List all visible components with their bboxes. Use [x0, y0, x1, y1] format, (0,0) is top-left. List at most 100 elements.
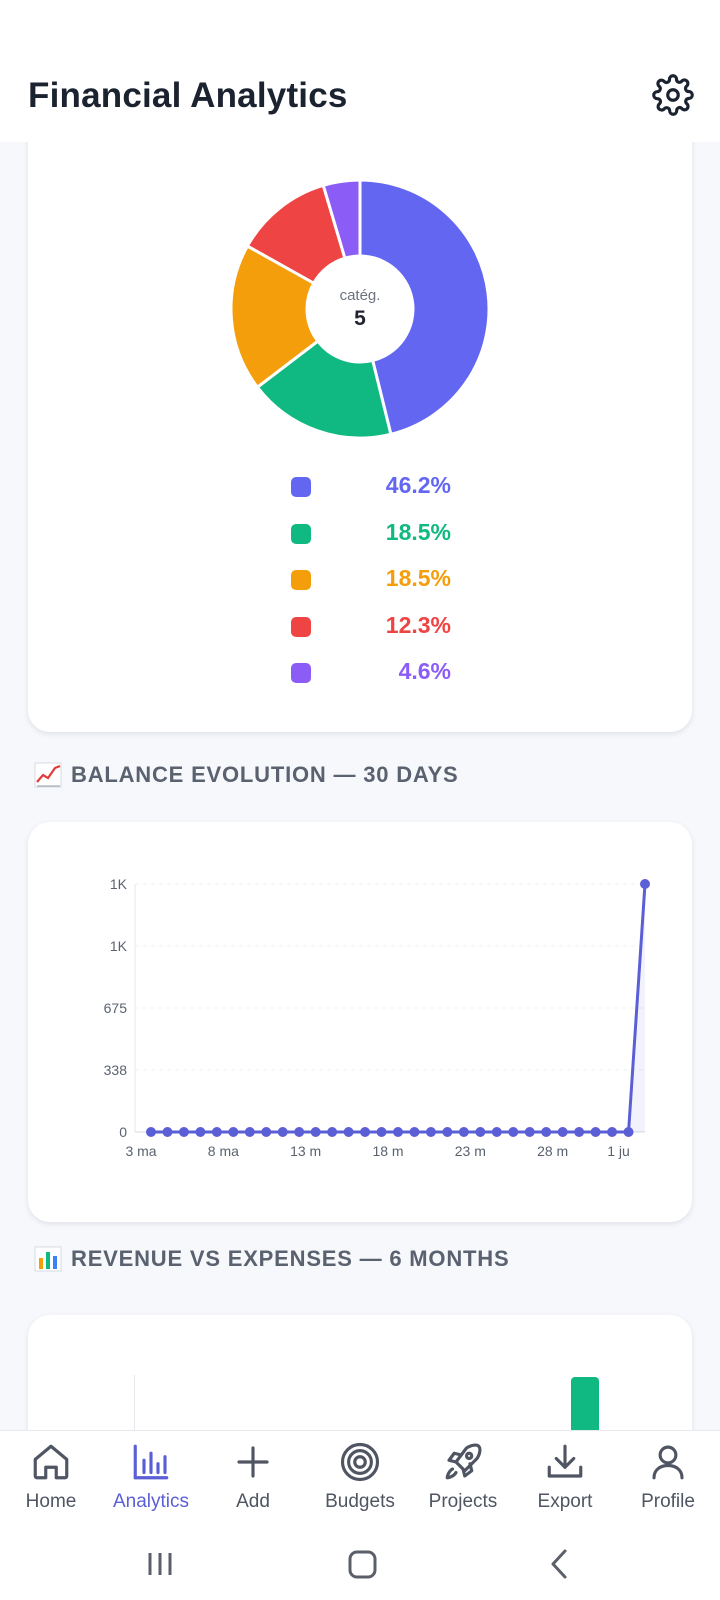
- data-point[interactable]: [195, 1127, 206, 1137]
- content-scroll[interactable]: catég. 5 46.2% 18.5% 18.5% 12.3%: [0, 142, 720, 1430]
- recents-icon: [148, 1553, 172, 1575]
- donut-slice[interactable]: [358, 178, 491, 437]
- data-point[interactable]: [244, 1127, 255, 1137]
- nav-add[interactable]: Add: [202, 1431, 304, 1531]
- data-point[interactable]: [508, 1127, 519, 1137]
- plus-icon: [237, 1446, 269, 1478]
- rocket-icon: [445, 1443, 482, 1480]
- user-icon: [652, 1445, 684, 1480]
- data-point[interactable]: [310, 1127, 321, 1137]
- balance-line-chart: 1K 1K 675 338 0 3 ma 8 ma 13 m 18 m 23 m 28 m 1 ju: [104, 876, 650, 1159]
- home-button[interactable]: [333, 1531, 393, 1600]
- nav-label: Budgets: [325, 1491, 395, 1512]
- data-point[interactable]: [541, 1127, 552, 1137]
- legend-value: 18.5%: [385, 518, 451, 545]
- data-point[interactable]: [425, 1127, 436, 1137]
- legend-value: 12.3%: [385, 611, 451, 638]
- donut-slice[interactable]: [229, 243, 320, 390]
- data-point[interactable]: [360, 1127, 371, 1137]
- revenue-bar: [571, 1377, 599, 1430]
- legend-value: 4.6%: [398, 658, 451, 684]
- data-point[interactable]: [277, 1127, 288, 1137]
- donut-legend: 46.2% 18.5% 18.5% 12.3% 4.6%: [291, 470, 491, 703]
- data-point[interactable]: [607, 1127, 618, 1137]
- x-tick-label: 8 ma: [208, 1143, 239, 1159]
- data-point[interactable]: [475, 1127, 486, 1137]
- y-tick-label: 338: [104, 1062, 128, 1078]
- data-point[interactable]: [442, 1127, 453, 1137]
- legend-item: 4.6%: [291, 656, 491, 703]
- legend-swatch: [291, 523, 311, 544]
- data-point[interactable]: [458, 1127, 469, 1137]
- data-point[interactable]: [574, 1127, 585, 1137]
- gear-icon[interactable]: [652, 74, 694, 116]
- legend-swatch: [291, 616, 311, 637]
- home-icon: [33, 1444, 69, 1480]
- revenue-section-title: REVENUE VS EXPENSES — 6 MONTHS: [33, 1244, 509, 1274]
- chart-increasing-icon: [34, 762, 62, 788]
- donut-chart-svg: [229, 178, 491, 440]
- nav-label: Add: [236, 1491, 270, 1512]
- revenue-section-label: REVENUE VS EXPENSES — 6 MONTHS: [71, 1246, 510, 1271]
- legend-swatch: [291, 477, 311, 497]
- back-button[interactable]: [532, 1531, 592, 1600]
- nav-profile[interactable]: Profile: [617, 1431, 719, 1531]
- page-title: Financial Analytics: [28, 76, 348, 115]
- system-navigation-bar: [0, 1531, 720, 1600]
- x-tick-label: 3 ma: [125, 1143, 156, 1159]
- data-point[interactable]: [491, 1127, 502, 1137]
- recents-button[interactable]: [132, 1531, 192, 1600]
- data-point[interactable]: [557, 1127, 568, 1137]
- download-icon: [547, 1444, 583, 1478]
- data-point[interactable]: [393, 1127, 403, 1137]
- nav-projects[interactable]: Projects: [412, 1431, 514, 1531]
- legend-swatch: [291, 570, 311, 590]
- revenue-y-axis: [134, 1375, 135, 1430]
- balance-section-label: BALANCE EVOLUTION — 30 DAYS: [71, 762, 459, 787]
- data-point[interactable]: [409, 1127, 420, 1137]
- data-point[interactable]: [228, 1127, 239, 1137]
- nav-label: Home: [25, 1491, 77, 1512]
- legend-item: 18.5%: [291, 563, 491, 610]
- app-header: Financial Analytics: [0, 0, 720, 142]
- nav-home[interactable]: Home: [0, 1431, 102, 1531]
- nav-analytics[interactable]: Analytics: [100, 1431, 202, 1531]
- legend-item: 18.5%: [291, 517, 491, 564]
- x-tick-label: 1 ju: [607, 1143, 630, 1159]
- x-tick-label: 13 m: [290, 1143, 321, 1159]
- donut-chart: catég. 5: [223, 172, 497, 446]
- data-point[interactable]: [640, 879, 650, 889]
- legend-item: 12.3%: [291, 610, 491, 657]
- bottom-navigation: Home Analytics Add Budgets: [0, 1430, 720, 1600]
- data-point[interactable]: [590, 1127, 601, 1137]
- back-chevron-icon: [551, 1549, 567, 1579]
- data-point[interactable]: [178, 1127, 189, 1137]
- data-point[interactable]: [343, 1127, 354, 1137]
- legend-item: 46.2%: [291, 470, 491, 517]
- x-tick-label: 28 m: [537, 1143, 568, 1159]
- revenue-chart-card: [28, 1315, 692, 1430]
- donut-slice[interactable]: [255, 339, 393, 440]
- data-point[interactable]: [524, 1127, 535, 1137]
- data-point[interactable]: [327, 1127, 338, 1137]
- data-point[interactable]: [261, 1127, 272, 1137]
- data-point[interactable]: [376, 1127, 387, 1137]
- nav-budgets[interactable]: Budgets: [309, 1431, 411, 1531]
- nav-export[interactable]: Export: [514, 1431, 616, 1531]
- data-point[interactable]: [162, 1127, 173, 1137]
- nav-label: Analytics: [112, 1491, 190, 1512]
- data-point[interactable]: [623, 1127, 634, 1137]
- legend-swatch: [291, 663, 311, 683]
- nav-label: Export: [537, 1491, 593, 1512]
- x-tick-label: 18 m: [372, 1143, 403, 1159]
- balance-chart-card: 1K 1K 675 338 0 3 ma 8 ma 13 m 18 m 23 m 28 m 1 ju: [28, 822, 692, 1222]
- y-tick-label: 1K: [110, 876, 128, 892]
- data-point[interactable]: [146, 1127, 156, 1137]
- y-tick-label: 1K: [110, 938, 128, 954]
- data-point[interactable]: [294, 1127, 305, 1137]
- donut-slice[interactable]: [321, 178, 362, 261]
- x-tick-label: 23 m: [455, 1143, 486, 1159]
- data-point[interactable]: [211, 1127, 222, 1137]
- y-tick-label: 675: [104, 1000, 128, 1016]
- target-icon: [340, 1442, 380, 1482]
